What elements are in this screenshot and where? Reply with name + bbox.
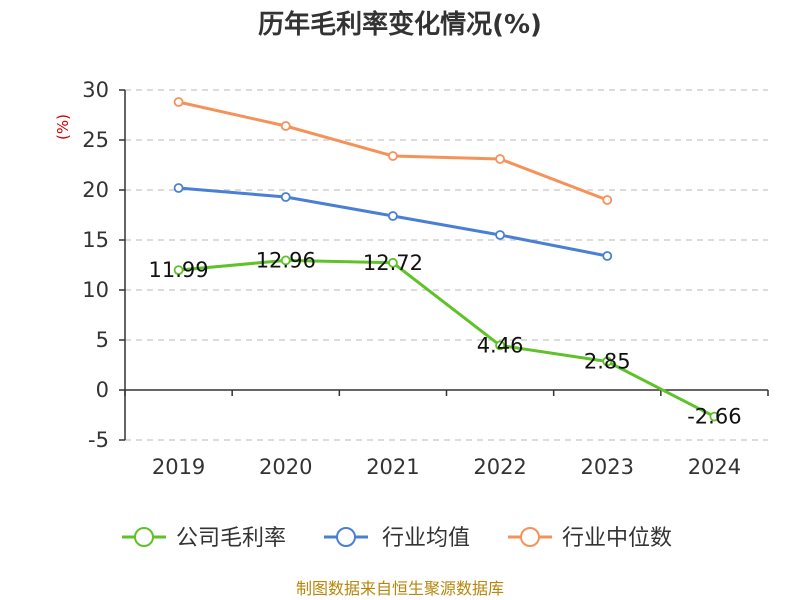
legend-item-2: 行业中位数	[508, 526, 672, 551]
axes: 30 25 20 15 10 5 0 -5 2019 2020 2021 2022 2023 2024	[82, 78, 769, 479]
source-note: 制图数据来自恒生聚源数据库	[296, 579, 504, 598]
data-point	[173, 183, 184, 193]
series-line-0	[178, 258, 716, 418]
chart-title: 历年毛利率变化情况(%)	[258, 9, 542, 40]
grid-lines	[125, 89, 768, 441]
y-axis-label: (%)	[54, 114, 72, 140]
x-tick-label: 2021	[366, 455, 419, 479]
data-point	[280, 192, 291, 202]
data-point	[388, 151, 398, 161]
y-tick-label: 10	[82, 278, 109, 302]
data-point	[173, 265, 184, 276]
x-tick-label: 2022	[473, 455, 526, 479]
data-label: 4.46	[477, 333, 524, 357]
legend-label: 行业均值	[382, 526, 470, 551]
data-label: 12.96	[256, 248, 316, 272]
data-point	[280, 255, 291, 266]
legend-item-1: 行业均值	[324, 526, 470, 551]
series-line-1	[178, 186, 608, 258]
legend-marker	[134, 527, 154, 547]
data-point	[709, 411, 720, 422]
y-tick-label: 20	[82, 178, 109, 202]
data-point	[602, 195, 613, 205]
data-point	[495, 230, 505, 240]
legend-label: 公司毛利率	[176, 526, 286, 551]
data-point	[495, 340, 505, 351]
series-group: 11.99 12.96 12.72 4.46 2.85 -2.66	[149, 97, 742, 429]
legend-item-0: 公司毛利率	[122, 526, 286, 551]
x-tick-label: 2019	[152, 455, 205, 479]
data-point	[280, 121, 291, 131]
data-point	[173, 97, 184, 107]
data-point	[495, 154, 505, 164]
x-tick-label: 2024	[688, 455, 741, 479]
y-tick-label: -5	[88, 428, 109, 452]
data-point	[602, 356, 613, 367]
data-point	[602, 251, 613, 261]
x-tick-label: 2020	[259, 455, 312, 479]
y-tick-label: 15	[82, 228, 109, 252]
y-tick-label: 0	[96, 378, 109, 402]
data-point	[388, 257, 398, 268]
series-0: 11.99 12.96 12.72 4.46 2.85 -2.66	[149, 248, 742, 428]
legend: 公司毛利率 行业均值 行业中位数	[122, 526, 672, 551]
x-tick-label: 2023	[581, 455, 634, 479]
y-tick-label: 30	[82, 78, 109, 102]
series-2	[173, 97, 613, 205]
y-tick-label: 25	[82, 128, 109, 152]
legend-marker	[336, 527, 356, 547]
data-label: 12.72	[363, 251, 423, 275]
legend-label: 行业中位数	[562, 526, 672, 551]
series-line-2	[178, 100, 608, 202]
data-label: -2.66	[687, 405, 741, 429]
y-tick-label: 5	[96, 328, 109, 352]
series-1	[173, 183, 613, 261]
data-label: 11.99	[149, 258, 209, 282]
data-label: 2.85	[584, 350, 631, 374]
legend-marker	[520, 527, 540, 547]
data-point	[388, 211, 398, 221]
